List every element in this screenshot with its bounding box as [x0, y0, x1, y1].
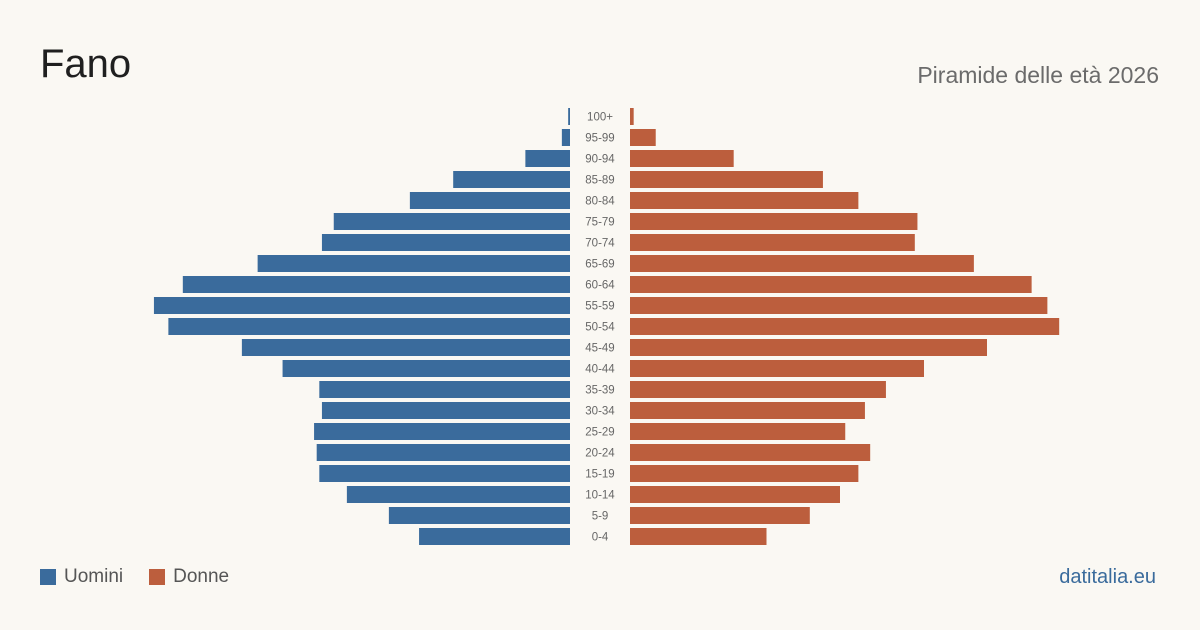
- bar-female-60-64: [630, 276, 1032, 293]
- bar-male-30-34: [321, 402, 570, 419]
- age-label-70-74: 70-74: [585, 238, 615, 250]
- age-label-80-84: 80-84: [585, 196, 615, 208]
- bar-male-90-94: [525, 150, 570, 167]
- legend: Uomini Donne: [40, 566, 255, 588]
- bar-male-25-29: [314, 423, 570, 440]
- chart-title: Fano: [40, 42, 132, 86]
- bar-female-80-84: [630, 192, 859, 209]
- age-label-50-54: 50-54: [585, 322, 615, 334]
- legend-item-male: Uomini: [40, 566, 123, 588]
- bar-female-75-79: [630, 213, 918, 230]
- bar-female-85-89: [630, 171, 823, 188]
- bar-male-80-84: [409, 192, 570, 209]
- bar-male-75-79: [333, 213, 570, 230]
- age-label-75-79: 75-79: [585, 217, 614, 229]
- bar-male-40-44: [282, 360, 570, 377]
- bar-male-15-19: [319, 465, 570, 482]
- bar-female-40-44: [630, 360, 924, 377]
- bar-female-5-9: [630, 507, 810, 524]
- legend-label-female: Donne: [173, 566, 230, 587]
- age-label-25-29: 25-29: [585, 427, 614, 439]
- legend-swatch-male: [40, 569, 56, 585]
- age-label-30-34: 30-34: [585, 406, 615, 418]
- bar-female-35-39: [630, 381, 886, 398]
- bar-male-55-59: [153, 297, 570, 314]
- age-label-60-64: 60-64: [585, 280, 615, 292]
- bar-male-20-24: [316, 444, 570, 461]
- source-link[interactable]: datitalia.eu: [1059, 566, 1156, 588]
- age-label-90-94: 90-94: [585, 154, 615, 166]
- bar-female-20-24: [630, 444, 871, 461]
- bar-female-100+: [630, 108, 634, 125]
- bar-male-85-89: [453, 171, 570, 188]
- bar-female-65-69: [630, 255, 974, 272]
- bar-female-55-59: [630, 297, 1048, 314]
- age-label-20-24: 20-24: [585, 448, 615, 460]
- bar-female-90-94: [630, 150, 734, 167]
- age-label-85-89: 85-89: [585, 175, 614, 187]
- legend-label-male: Uomini: [64, 566, 124, 587]
- bar-female-50-54: [630, 318, 1060, 335]
- age-label-5-9: 5-9: [592, 511, 609, 523]
- bar-male-100+: [568, 108, 570, 125]
- legend-item-female: Donne: [149, 566, 229, 588]
- bar-male-65-69: [257, 255, 570, 272]
- legend-swatch-female: [149, 569, 166, 585]
- age-label-40-44: 40-44: [585, 364, 615, 376]
- bar-male-0-4: [419, 528, 570, 545]
- age-label-65-69: 65-69: [585, 259, 614, 271]
- bar-female-70-74: [630, 234, 915, 251]
- age-label-35-39: 35-39: [585, 385, 614, 397]
- age-label-15-19: 15-19: [585, 469, 614, 481]
- age-label-55-59: 55-59: [585, 301, 614, 313]
- age-label-45-49: 45-49: [585, 343, 614, 355]
- bar-male-35-39: [319, 381, 570, 398]
- bar-female-95-99: [630, 129, 656, 146]
- bar-male-45-49: [241, 339, 570, 356]
- age-label-95-99: 95-99: [585, 133, 614, 145]
- bar-female-30-34: [630, 402, 865, 419]
- bar-male-95-99: [561, 129, 570, 146]
- bar-female-0-4: [630, 528, 767, 545]
- bar-female-45-49: [630, 339, 987, 356]
- age-label-10-14: 10-14: [585, 490, 615, 502]
- bar-female-10-14: [630, 486, 840, 503]
- bar-female-25-29: [630, 423, 846, 440]
- age-label-0-4: 0-4: [592, 532, 609, 544]
- age-label-100+: 100+: [587, 112, 613, 124]
- bar-male-70-74: [321, 234, 570, 251]
- bar-male-60-64: [182, 276, 570, 293]
- bar-male-50-54: [168, 318, 570, 335]
- bar-male-10-14: [346, 486, 570, 503]
- chart-subtitle: Piramide delle età 2026: [917, 62, 1159, 88]
- bar-female-15-19: [630, 465, 859, 482]
- bar-male-5-9: [388, 507, 570, 524]
